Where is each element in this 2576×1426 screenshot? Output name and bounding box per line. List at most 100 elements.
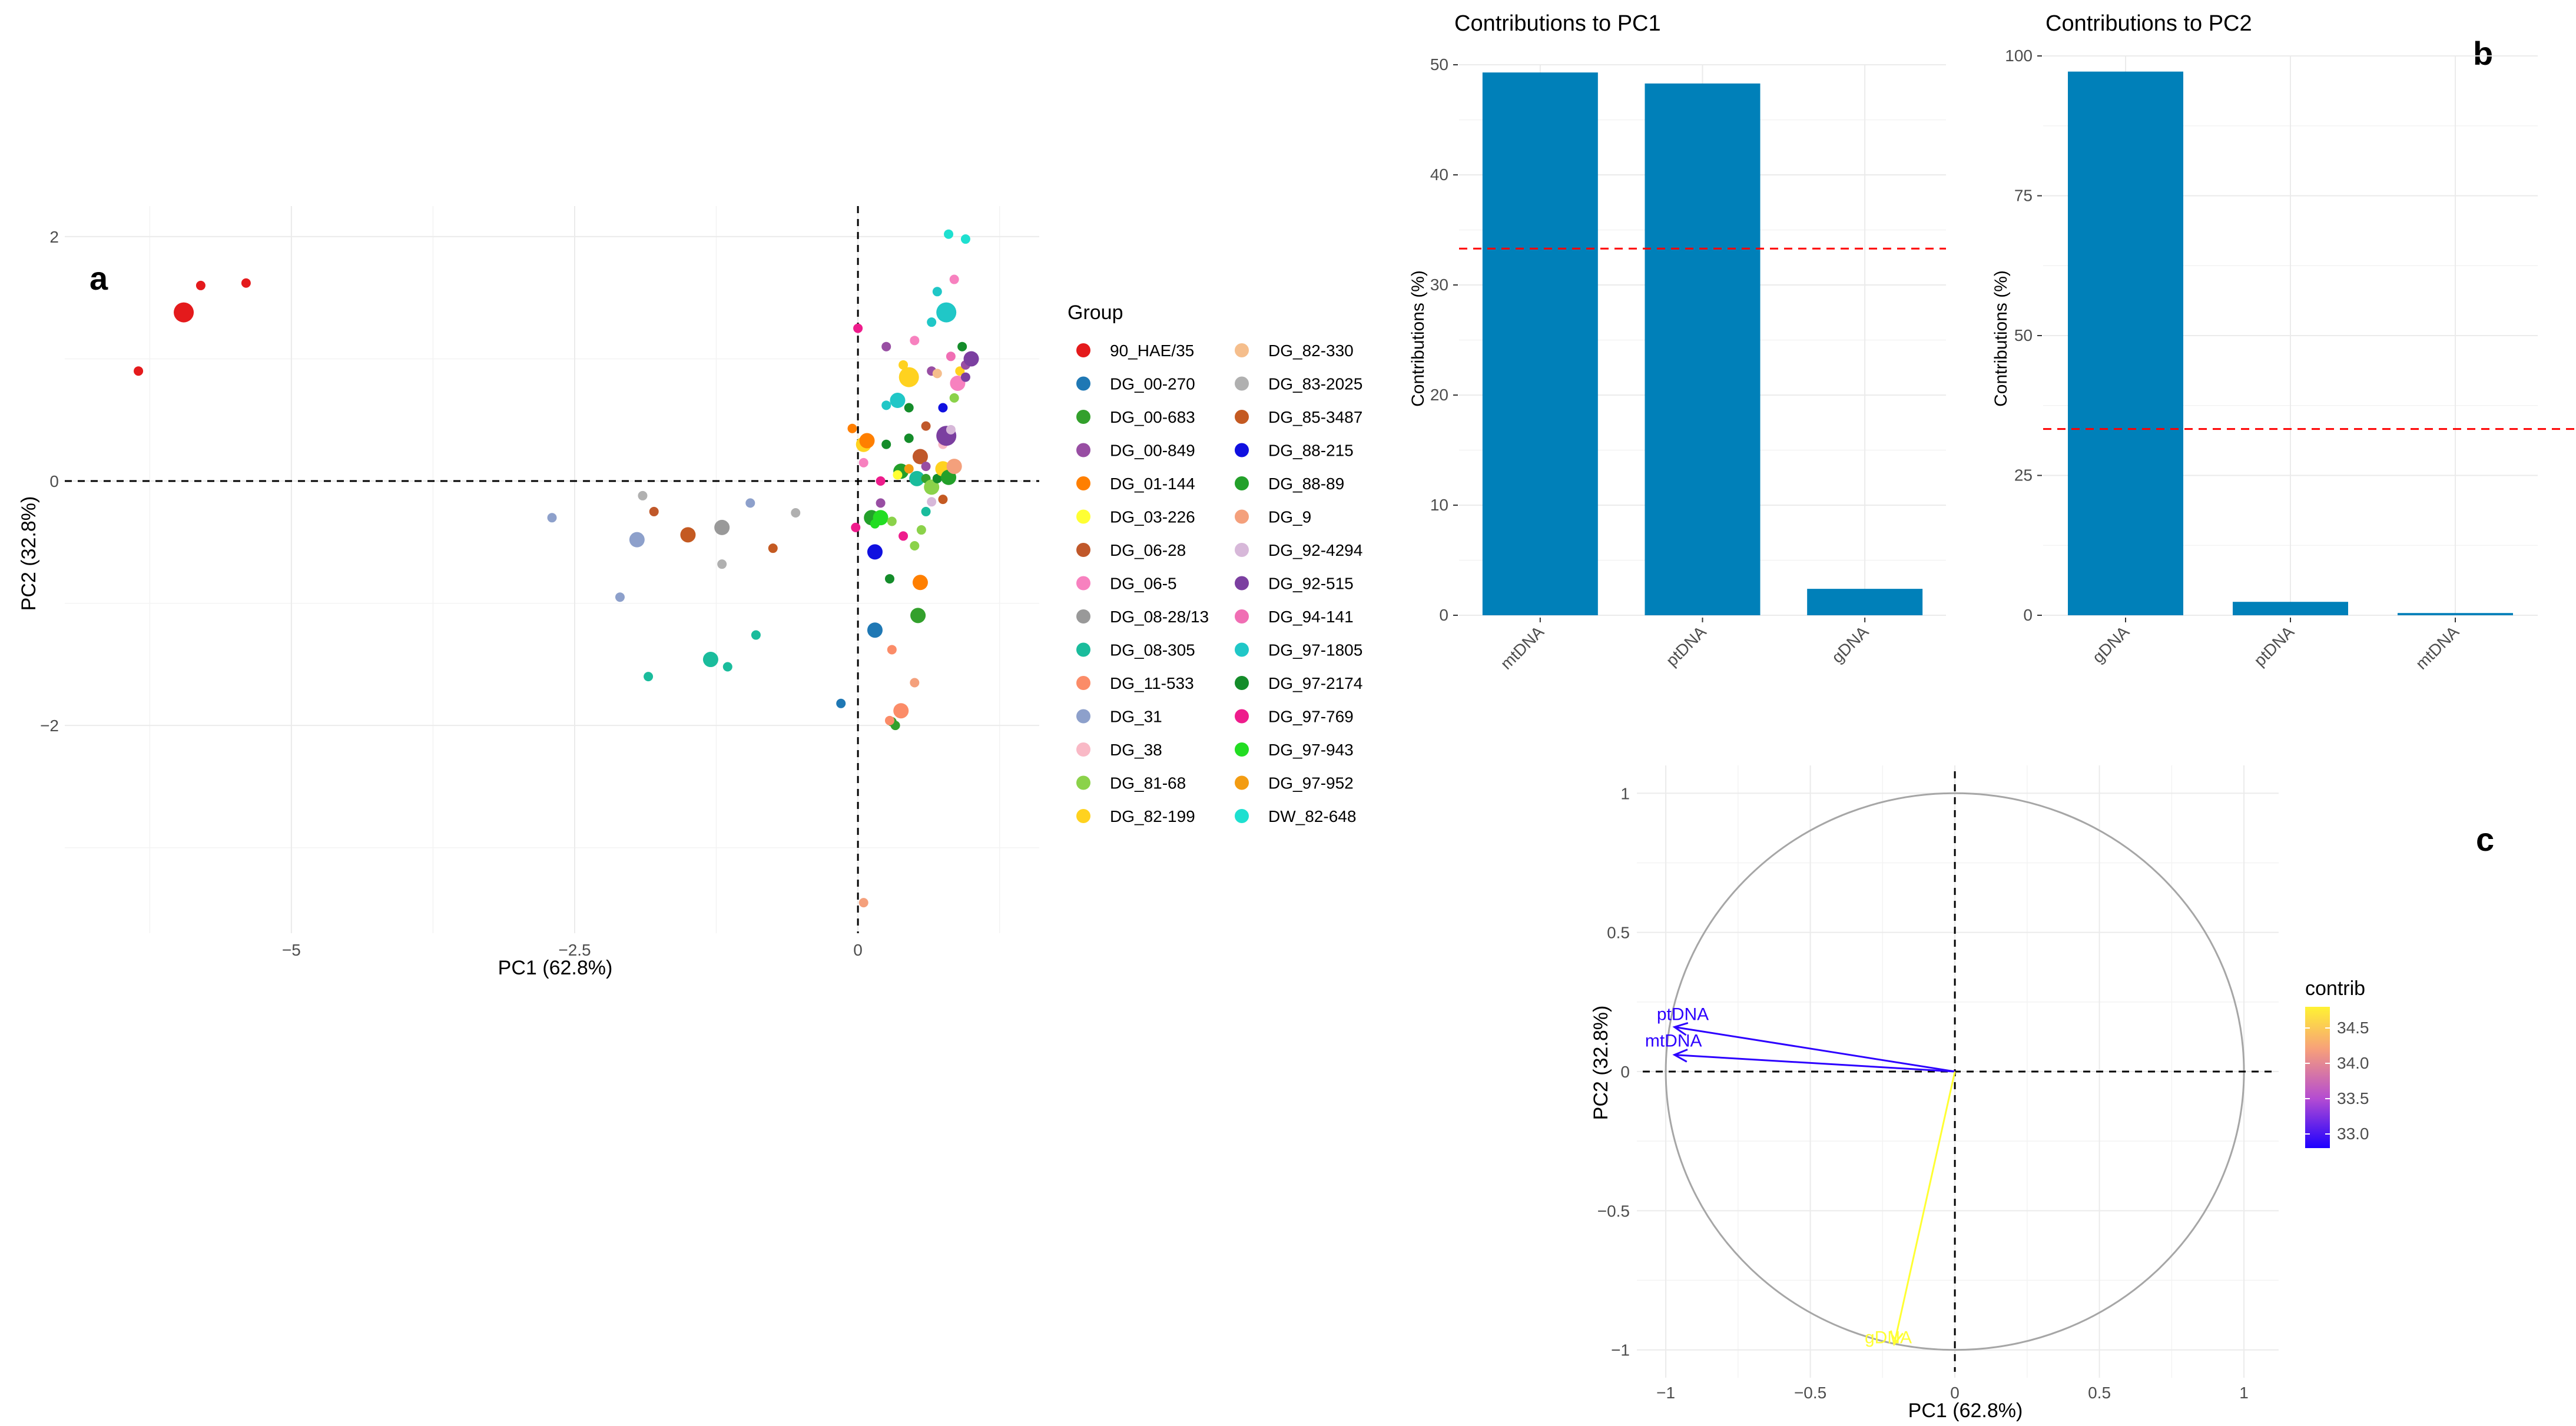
legend-swatch (1235, 709, 1249, 724)
legend-item-label: DG_82-199 (1110, 807, 1195, 825)
data-point (910, 541, 920, 551)
legend-item-label: DG_92-515 (1268, 575, 1354, 593)
legend-item-label: DG_06-5 (1110, 575, 1177, 593)
legend-swatch (1076, 709, 1090, 724)
y-tick-label: 2 (49, 228, 59, 246)
data-point (134, 366, 144, 376)
data-point (963, 351, 979, 367)
legend-item-label: DG_31 (1110, 708, 1162, 726)
legend-swatch (1235, 343, 1249, 357)
legend-swatch (1235, 609, 1249, 624)
data-point (615, 592, 625, 602)
data-point (946, 425, 956, 435)
panel-a-y-axis-label: PC2 (32.8%) (18, 496, 40, 611)
legend-item-label: DG_97-952 (1268, 774, 1354, 792)
x-tick-label: ptDNA (1663, 622, 1710, 669)
y-tick-label: 40 (1430, 165, 1448, 184)
legend-item-label: 90_HAE/35 (1110, 341, 1194, 360)
data-point (858, 898, 868, 908)
data-point (680, 527, 696, 543)
data-point (910, 608, 926, 624)
legend-item-label: DG_01-144 (1110, 475, 1195, 493)
data-point (714, 519, 730, 535)
colorbar-tick-label: 33.5 (2337, 1089, 2369, 1107)
data-point (949, 393, 959, 403)
data-point (890, 393, 906, 409)
legend-swatch (1076, 476, 1090, 490)
y-tick-label: 20 (1430, 386, 1448, 404)
panel-label-b: b (2473, 35, 2493, 72)
data-point (927, 317, 937, 327)
legend-item-label: DG_00-270 (1110, 375, 1195, 393)
data-point (873, 510, 888, 526)
data-point (916, 525, 926, 535)
colorbar-tick-label: 33.0 (2337, 1125, 2369, 1143)
data-point (921, 506, 931, 516)
data-point (867, 544, 883, 560)
x-tick-label: ptDNA (2250, 622, 2297, 669)
data-point (836, 698, 846, 708)
colorbar-title: contrib (2305, 977, 2365, 1000)
legend-swatch (1076, 676, 1090, 690)
bar (2398, 613, 2513, 615)
legend-swatch (1076, 642, 1090, 657)
data-point (932, 287, 942, 297)
legend-item-label: DG_11-533 (1110, 674, 1194, 692)
data-point (910, 336, 920, 346)
legend-swatch (1076, 343, 1090, 357)
bar (1807, 589, 1923, 615)
x-tick-label: −2.5 (558, 941, 591, 959)
y-tick-label: 0 (2023, 606, 2033, 624)
vector-arrowhead (1672, 1049, 1688, 1063)
y-tick-label: 0 (1620, 1063, 1630, 1081)
data-point (912, 575, 928, 591)
legend-swatch (1235, 742, 1249, 757)
x-tick-label: −5 (282, 941, 301, 959)
legend-swatch (1235, 509, 1249, 524)
y-tick-label: 100 (2005, 47, 2033, 65)
data-point (960, 234, 970, 244)
vector-label: gDNA (1865, 1328, 1912, 1347)
legend-swatch (1235, 476, 1249, 490)
data-point (904, 464, 914, 474)
data-point (957, 341, 967, 351)
data-point (899, 367, 919, 387)
loading-vector (1674, 1054, 1955, 1073)
legend-item-label: DG_83-2025 (1268, 375, 1362, 393)
data-point (944, 229, 954, 239)
data-point (893, 703, 909, 719)
colorbar-tick-label: 34.0 (2337, 1054, 2369, 1072)
legend-swatch (1235, 443, 1249, 457)
legend-swatch (1076, 576, 1090, 591)
data-point (924, 479, 940, 495)
data-point (904, 433, 914, 443)
y-tick-label: 0.5 (1607, 924, 1630, 942)
data-point (876, 498, 886, 508)
data-point (881, 400, 891, 410)
legend-item-label: DG_08-28/13 (1110, 608, 1209, 626)
legend-item-label: DG_97-769 (1268, 708, 1354, 726)
panel-c-y-axis-label: PC2 (32.8%) (1590, 1006, 1612, 1120)
legend-item-label: DG_94-141 (1268, 608, 1354, 626)
data-point (932, 369, 942, 379)
vector-label: mtDNA (1645, 1032, 1702, 1051)
data-point (547, 513, 557, 523)
legend-item-label: DG_88-215 (1268, 442, 1354, 460)
data-point (884, 574, 894, 584)
legend-item-label: DG_85-3487 (1268, 408, 1362, 426)
legend-swatch (1235, 642, 1249, 657)
data-point (921, 462, 931, 472)
y-tick-label: −2 (40, 717, 59, 735)
data-point (853, 323, 863, 333)
x-tick-label: 0 (853, 941, 863, 959)
legend-swatch (1076, 443, 1090, 457)
legend-swatch (1076, 742, 1090, 757)
y-tick-label: −1 (1611, 1341, 1630, 1359)
legend-swatch (1235, 376, 1249, 391)
y-tick-label: 0 (49, 472, 59, 490)
x-tick-label: 1 (2239, 1384, 2249, 1402)
data-point (722, 662, 732, 672)
legend-item-label: DG_97-2174 (1268, 674, 1362, 692)
loading-vector (1674, 1026, 1955, 1073)
colorbar-tick-label: 34.5 (2337, 1019, 2369, 1037)
